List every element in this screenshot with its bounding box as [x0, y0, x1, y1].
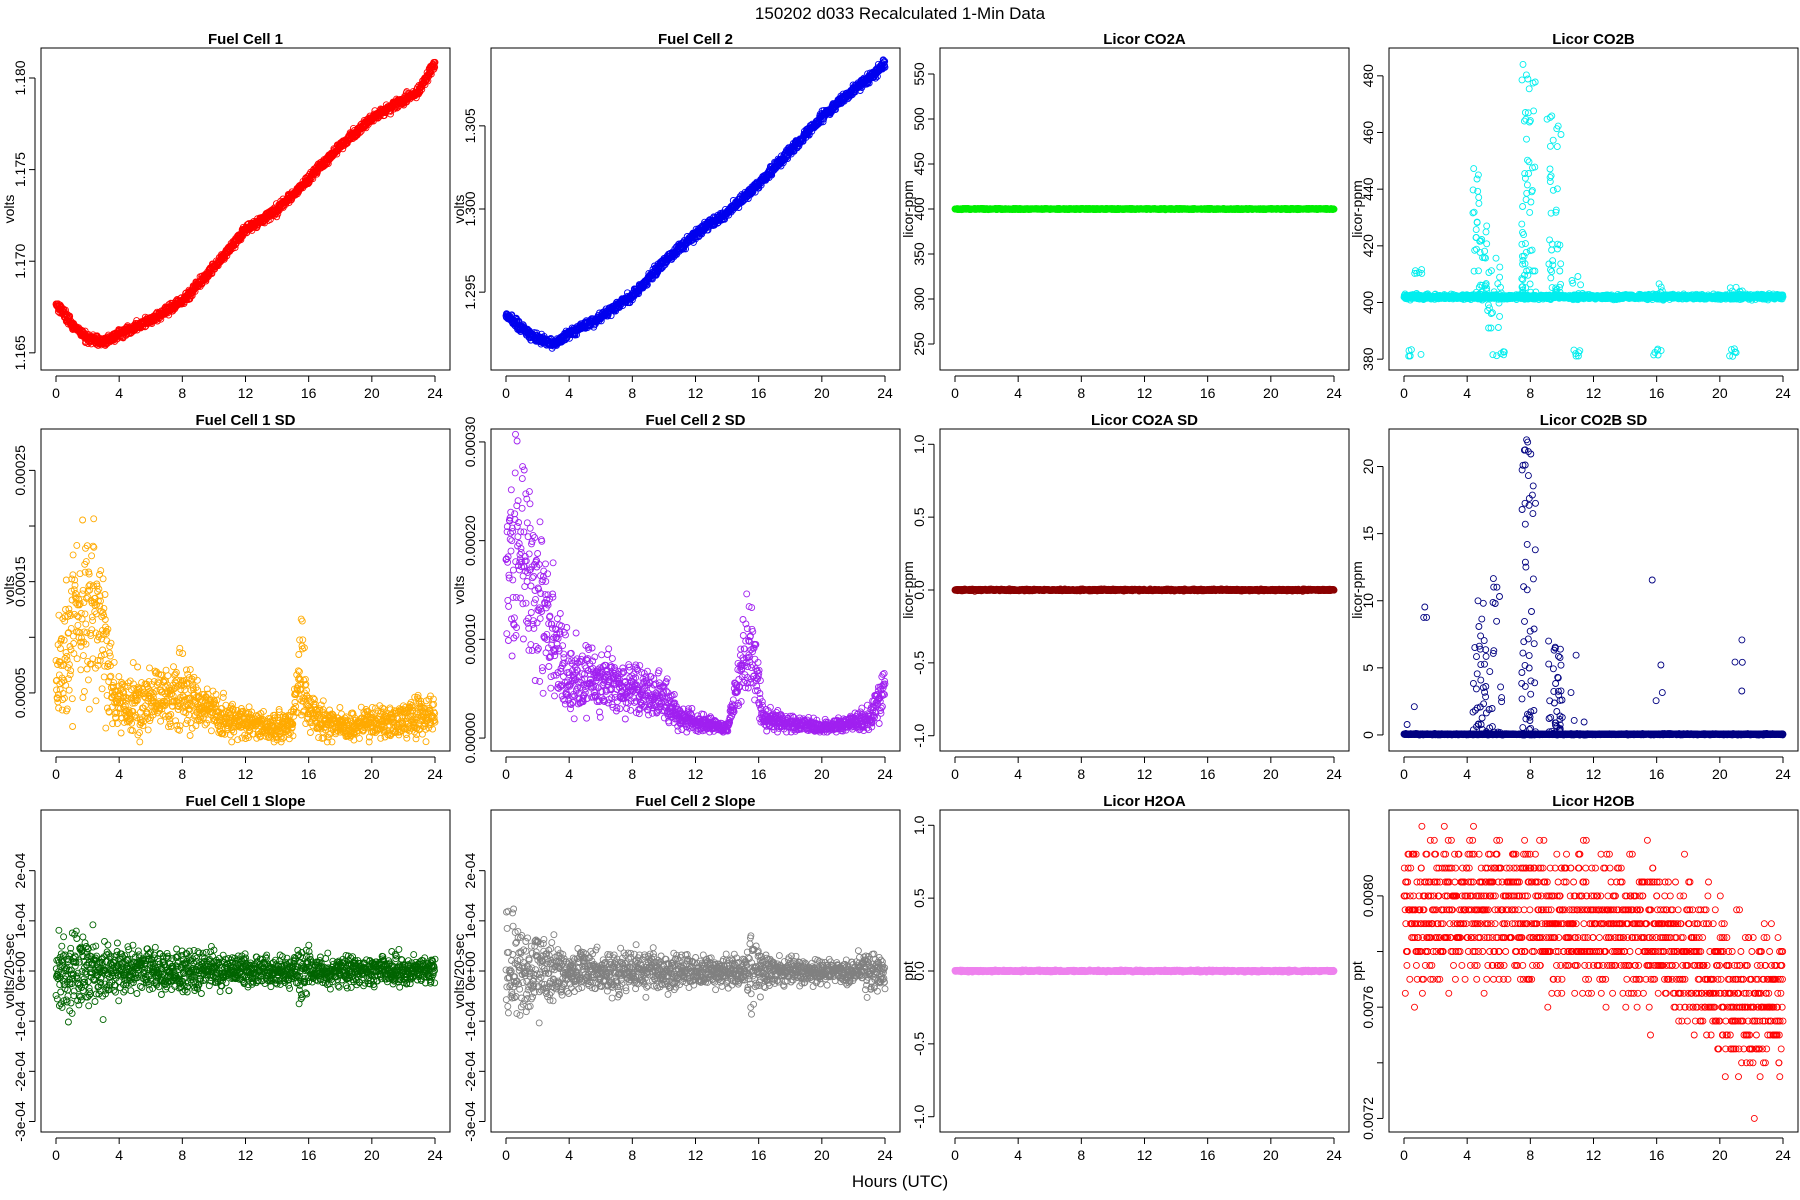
data-point: [237, 236, 245, 244]
y-tick-label: 350: [911, 242, 927, 266]
y-axis: 1.295 1.300 1.305: [462, 108, 486, 310]
data-point: [182, 296, 190, 304]
y-tick-label: 1.295: [462, 274, 478, 309]
data-points: [951, 204, 1338, 214]
x-tick-label: 20: [814, 385, 830, 401]
x-tick-label: 4: [565, 385, 573, 401]
data-point: [304, 180, 312, 187]
panels: Fuel Cell 1 volts 0 4 8 12 16 20 24 1.165 1.170 1.1…: [1, 31, 1799, 1163]
x-tick-label: 0: [502, 385, 510, 401]
panel-title: Licor CO2B: [1552, 31, 1635, 48]
x-tick-label: 24: [1326, 385, 1342, 401]
x-tick-label: 8: [178, 385, 186, 401]
panel-title: Fuel Cell 2: [658, 31, 733, 48]
y-tick-label: 1.170: [12, 243, 28, 278]
x-tick-label: 4: [115, 385, 123, 401]
figure-suptitle: 150202 d033 Recalculated 1-Min Data: [755, 4, 1046, 23]
y-tick-label: 1.305: [462, 108, 478, 143]
y-tick-label: 1.175: [12, 152, 28, 187]
x-tick-label: 16: [1200, 385, 1216, 401]
panel-title: Licor CO2A: [1103, 31, 1186, 48]
x-tick-label: 0: [52, 385, 60, 401]
y-tick-label: 500: [911, 107, 927, 131]
y-tick-label: 550: [911, 62, 927, 86]
x-axis: 0 4 8 12 16 20 24: [502, 375, 893, 401]
x-tick-label: 12: [1137, 385, 1153, 401]
data-point: [81, 327, 89, 335]
data-points: [502, 56, 889, 352]
x-tick-label: 12: [238, 385, 254, 401]
data-points: [1400, 60, 1787, 360]
x-tick-label: 16: [751, 385, 767, 401]
panel-fc1: Fuel Cell 1 volts 0 4 8 12 16 20 24 1.165 1.170 1.1…: [1, 31, 451, 401]
y-tick-label: 1.165: [12, 335, 28, 370]
x-tick-label: 0: [951, 385, 959, 401]
y-tick-label: 1.180: [12, 60, 28, 95]
y-tick-label: 1.300: [462, 191, 478, 226]
figure-xlabel: Hours (UTC): [852, 1172, 948, 1191]
x-tick-label: 8: [628, 385, 636, 401]
x-tick-label: 12: [688, 385, 704, 401]
y-axis: 250 300 350 400 450 500 550: [911, 62, 935, 356]
x-tick-label: 24: [427, 385, 443, 401]
plot-frame: [40, 47, 451, 371]
x-tick-label: 20: [1263, 385, 1279, 401]
data-point: [273, 213, 281, 221]
panel-title: Fuel Cell 1: [208, 31, 283, 48]
x-axis: 0 4 8 12 16 20 24: [52, 375, 443, 401]
x-tick-label: 8: [1077, 385, 1085, 401]
y-tick-label: 300: [911, 287, 927, 311]
y-tick-label: 250: [911, 332, 927, 356]
x-tick-label: 20: [364, 385, 380, 401]
data-point: [231, 244, 239, 252]
x-tick-label: 4: [1014, 385, 1022, 401]
y-axis-label: volts: [1, 195, 17, 224]
y-tick-label: 400: [911, 197, 927, 221]
y-tick-label: 450: [911, 152, 927, 176]
x-tick-label: 16: [301, 385, 317, 401]
data-points: [52, 58, 439, 349]
x-tick-label: 24: [877, 385, 893, 401]
x-axis: 0 4 8 12 16 20 24: [951, 375, 1342, 401]
